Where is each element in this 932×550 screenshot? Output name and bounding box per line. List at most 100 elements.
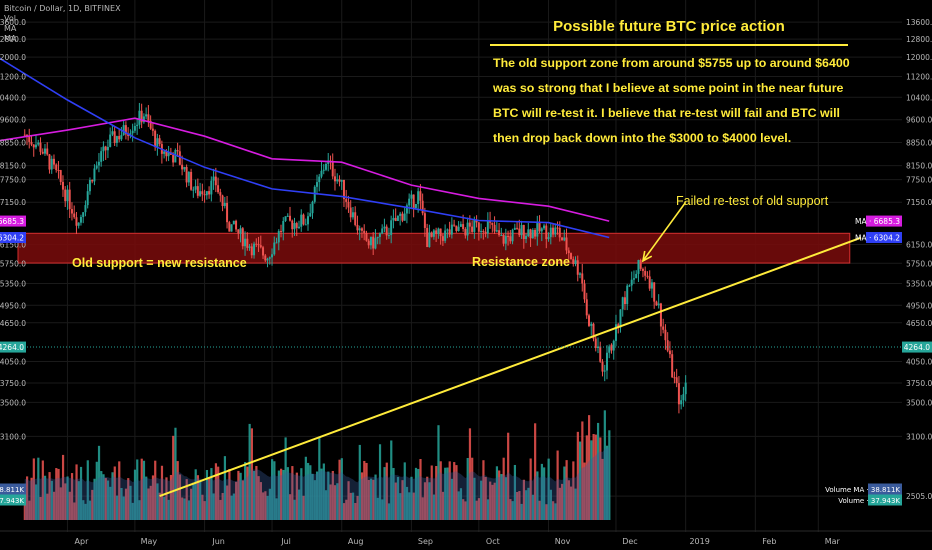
volume-bar	[545, 504, 548, 520]
volume-bar	[271, 459, 274, 520]
volume-bar	[244, 462, 247, 520]
candle-body	[680, 400, 683, 405]
volume-bar	[55, 468, 58, 520]
candle-body	[214, 176, 217, 186]
candle-body	[23, 134, 26, 136]
volume-bar	[531, 494, 534, 520]
volume-bar	[403, 462, 406, 520]
candle-body	[43, 148, 46, 154]
indicator-vol[interactable]: Vol	[4, 14, 16, 23]
volume-bar	[268, 488, 271, 520]
candle-body	[372, 236, 375, 249]
time-tick-label: 2019	[689, 537, 709, 546]
price-tick-label: 7150.0	[0, 198, 26, 207]
candle-body	[554, 227, 557, 235]
volume-bar	[446, 467, 449, 520]
candle-body	[138, 110, 141, 125]
indicator-ma-1[interactable]: MA	[4, 24, 17, 33]
annotation-body: The old support zone from around $5755 u…	[493, 51, 853, 151]
time-axis: Apr May Jun Jul Aug Sep Oct Nov Dec 2019 Feb Mar	[0, 530, 932, 546]
volume-bar	[502, 457, 505, 520]
volume-bar	[230, 495, 233, 520]
candle-body	[662, 326, 665, 330]
volume-bar	[599, 437, 602, 520]
candle-body	[190, 171, 193, 190]
candle-body	[349, 207, 352, 218]
candle-body	[446, 229, 449, 231]
volume-bar	[549, 489, 552, 520]
volume-bar	[444, 467, 447, 520]
time-tick-label: Dec	[622, 537, 637, 546]
price-tick-label: 6150.0	[0, 240, 26, 249]
candle-body	[228, 222, 231, 232]
volume-bar	[275, 498, 278, 520]
volume-bar	[255, 465, 258, 520]
volume-bar	[131, 502, 134, 520]
volume-bar	[498, 470, 501, 520]
candle-body	[192, 189, 195, 191]
candle-body	[603, 370, 606, 372]
volume-bar	[432, 494, 436, 520]
volume-bar	[253, 470, 256, 520]
candle-body	[248, 246, 251, 248]
volume-bar	[277, 470, 280, 520]
candle-body	[277, 231, 280, 243]
candle-body	[473, 219, 476, 232]
price-tick-label: 4950.0	[906, 301, 932, 310]
volume-bar	[596, 422, 600, 520]
candle-body	[538, 223, 541, 232]
drawings	[0, 201, 902, 498]
volume-bar	[246, 466, 249, 520]
candle-body	[511, 229, 514, 242]
ma-slow-line	[0, 117, 610, 222]
candle-body	[507, 236, 510, 238]
candle-body	[104, 146, 107, 151]
volume-bar	[435, 465, 438, 520]
candle-body	[408, 198, 411, 206]
candle-body	[394, 217, 397, 222]
candle-body	[552, 227, 555, 235]
candle-body	[149, 120, 152, 129]
volume-bar	[235, 481, 238, 520]
volume-bar	[540, 463, 543, 520]
volume-bar	[95, 461, 98, 520]
indicator-ma-2[interactable]: MA	[4, 34, 17, 43]
candle-body	[266, 258, 269, 261]
candle-body	[163, 151, 166, 154]
candle-body	[48, 154, 51, 170]
volume-bar	[327, 471, 330, 520]
volume-bar	[399, 493, 402, 520]
volume-ma-right-bg	[868, 483, 902, 495]
volume-left-bg	[0, 494, 26, 506]
candle-body	[655, 301, 658, 306]
candle-body	[331, 161, 334, 177]
volume-bar	[57, 468, 60, 520]
volume-bar	[120, 487, 123, 520]
volume-bar	[201, 494, 204, 520]
volume-bar	[396, 476, 400, 520]
ma-fast-price-left: 6304.2	[0, 234, 24, 243]
candle-body	[253, 243, 256, 256]
volume-bar	[315, 471, 319, 520]
volume-bar	[284, 437, 287, 520]
candle-body	[387, 235, 390, 237]
candle-body	[500, 235, 503, 237]
candle-body	[73, 213, 76, 218]
volume-bar	[176, 461, 179, 520]
candle-body	[543, 225, 546, 229]
candle-body	[120, 134, 123, 140]
candle-body	[579, 273, 582, 275]
price-tick-label: 13600.0	[906, 18, 932, 27]
candle-body	[495, 230, 498, 232]
volume-bar	[421, 497, 424, 520]
candle-body	[264, 255, 267, 261]
volume-bar	[64, 483, 67, 520]
candle-body	[396, 215, 399, 222]
volume-bar	[605, 445, 609, 520]
candle-body	[113, 131, 116, 143]
price-tick-label: 3500.0	[0, 398, 26, 407]
volume-bar	[282, 469, 285, 520]
volume-right: Volume · 37.943K	[838, 497, 900, 505]
volume-ma-left: 38.811K	[0, 486, 24, 494]
